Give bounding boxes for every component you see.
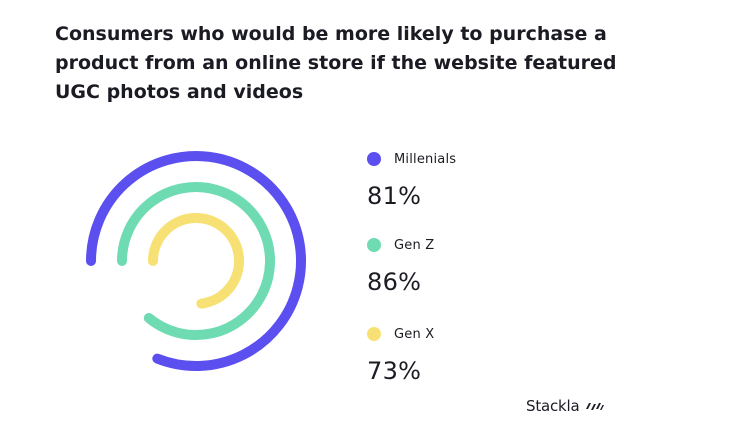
arc-millenials [86, 151, 306, 371]
legend-item-millenials: Millenials 81% [367, 149, 456, 210]
stackla-logo-icon [585, 403, 604, 410]
legend-dot-gen-z [367, 238, 381, 252]
legend-item-gen-x: Gen X 73% [367, 324, 434, 385]
legend-label-gen-x: Gen X [394, 326, 435, 342]
title-line-3: UGC photos and videos [55, 81, 304, 103]
legend-label-gen-z: Gen Z [394, 237, 435, 253]
title-line-2: product from an online store if the webs… [55, 52, 617, 74]
legend-dot-gen-x [367, 327, 381, 341]
value-label-gen-x: 73% [367, 357, 422, 385]
legend-label-millenials: Millenials [394, 151, 457, 167]
title-line-1: Consumers who would be more likely to pu… [55, 23, 607, 45]
arc-gen-z [117, 182, 275, 340]
legend-item-gen-z: Gen Z 86% [367, 235, 434, 296]
brand-logo: Stackla [526, 397, 605, 415]
value-label-gen-z: 86% [367, 268, 422, 296]
brand-name: Stackla [526, 397, 580, 415]
arc-gen-x [148, 213, 244, 309]
value-label-millenials: 81% [367, 182, 422, 210]
chart-title: Consumers who would be more likely to pu… [55, 20, 635, 107]
legend-dot-millenials [367, 152, 381, 166]
